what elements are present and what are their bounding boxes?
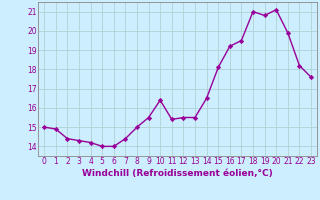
X-axis label: Windchill (Refroidissement éolien,°C): Windchill (Refroidissement éolien,°C) xyxy=(82,169,273,178)
